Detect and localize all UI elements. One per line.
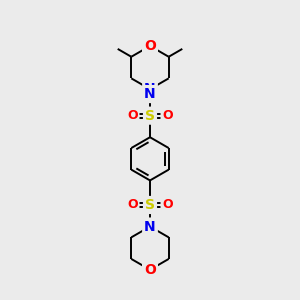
Text: S: S [145,198,155,212]
Text: O: O [127,199,138,212]
Text: O: O [162,199,173,212]
Text: S: S [145,109,155,123]
Text: O: O [162,109,173,122]
Text: N: N [144,82,156,96]
Text: O: O [144,263,156,277]
Text: O: O [127,109,138,122]
Text: N: N [144,87,156,101]
Text: N: N [144,220,156,234]
Text: O: O [144,39,156,53]
